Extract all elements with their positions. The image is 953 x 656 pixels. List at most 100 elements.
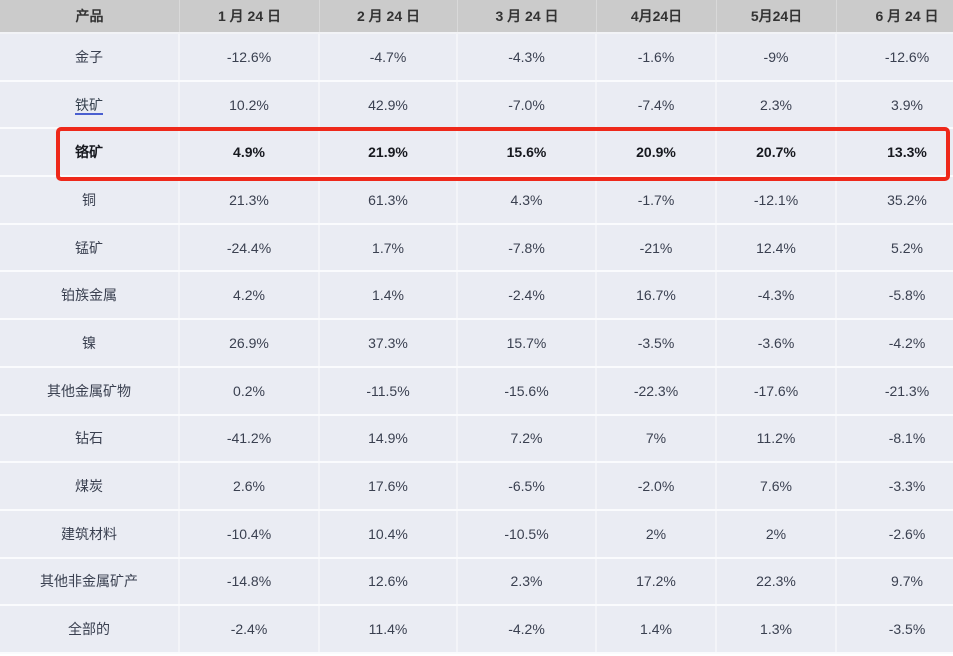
value-cell: 22.3%: [717, 558, 837, 605]
value-cell: 11.4%: [320, 606, 458, 652]
value-cell: 2.6%: [180, 463, 320, 509]
product-label: 镍: [82, 334, 96, 351]
value-cell: -4.2%: [888, 334, 926, 351]
value-cell: -4.3%: [458, 34, 597, 80]
product-label: 铬矿: [75, 144, 103, 161]
value-cell: -2.6%: [888, 525, 926, 542]
table-row: 锰矿 -24.4% 1.7% -7.8% -21% 12.4% 5.2%: [0, 224, 953, 273]
product-label: 全部的: [68, 621, 110, 638]
value-cell: 5.2%: [891, 239, 923, 256]
column-header: 6 月 24 日: [875, 8, 939, 24]
column-header: 产品: [0, 0, 180, 32]
value-cell: -3.5%: [597, 320, 717, 366]
value-cell: 10.2%: [180, 81, 320, 128]
value-cell: 20.9%: [597, 129, 717, 176]
value-cell: -15.6%: [458, 367, 597, 414]
value-cell: 21.3%: [180, 177, 320, 223]
value-cell: 1.4%: [320, 272, 458, 319]
value-cell: -3.6%: [717, 320, 837, 366]
value-cell: -1.7%: [597, 177, 717, 223]
value-cell: -11.5%: [320, 367, 458, 414]
table-row: 金子 -12.6% -4.7% -4.3% -1.6% -9% -12.6%: [0, 34, 953, 82]
column-header: 4月24日: [597, 0, 717, 32]
value-cell: -7.8%: [458, 224, 597, 271]
value-cell: 11.2%: [717, 415, 837, 462]
value-cell: -12.1%: [717, 177, 837, 223]
value-cell: 1.3%: [717, 606, 837, 652]
table-row: 镍 26.9% 37.3% 15.7% -3.5% -3.6% -4.2%: [0, 320, 953, 368]
value-cell: -1.6%: [597, 34, 717, 80]
value-cell: 4.3%: [458, 177, 597, 223]
value-cell: 1.7%: [320, 224, 458, 271]
value-cell: -4.2%: [458, 606, 597, 652]
product-cell: 铜: [0, 177, 180, 223]
product-label: 钻石: [75, 430, 103, 447]
value-cell: -12.6%: [180, 34, 320, 80]
value-cell: -2.4%: [458, 272, 597, 319]
product-label: 建筑材料: [61, 525, 117, 542]
product-label: 铂族金属: [61, 287, 117, 304]
table-row: 铂族金属 4.2% 1.4% -2.4% 16.7% -4.3% -5.8%: [0, 272, 953, 321]
value-cell: -2.4%: [180, 606, 320, 652]
column-header: 3 月 24 日: [458, 0, 597, 32]
value-cell: 17.2%: [597, 558, 717, 605]
value-cell: -3.3%: [888, 478, 926, 495]
value-cell: -22.3%: [597, 367, 717, 414]
product-label: 锰矿: [75, 239, 103, 256]
product-cell: 其他非金属矿产: [0, 558, 180, 605]
value-cell: 3.9%: [891, 96, 923, 113]
value-cell: -12.6%: [884, 48, 930, 65]
value-cell: 17.6%: [320, 463, 458, 509]
value-cell: 37.3%: [320, 320, 458, 366]
product-label: 其他非金属矿产: [40, 573, 138, 590]
product-cell: 铁矿: [0, 81, 180, 128]
product-label: 金子: [75, 48, 103, 65]
value-cell: 7%: [597, 415, 717, 462]
table-row: 其他非金属矿产 -14.8% 12.6% 2.3% 17.2% 22.3% 9.7%: [0, 558, 953, 607]
table-row: 铬矿 4.9% 21.9% 15.6% 20.9% 20.7% 13.3%: [0, 129, 953, 178]
value-cell: -7.0%: [458, 81, 597, 128]
value-cell: -4.7%: [320, 34, 458, 80]
value-cell: -41.2%: [180, 415, 320, 462]
product-cell: 其他金属矿物: [0, 367, 180, 414]
column-header: 1 月 24 日: [180, 0, 320, 32]
value-cell: 14.9%: [320, 415, 458, 462]
value-cell: 0.2%: [180, 367, 320, 414]
value-cell: 20.7%: [717, 129, 837, 176]
value-cell: 12.4%: [717, 224, 837, 271]
product-cell: 全部的: [0, 606, 180, 652]
value-cell: -24.4%: [180, 224, 320, 271]
table-row: 铜 21.3% 61.3% 4.3% -1.7% -12.1% 35.2%: [0, 177, 953, 225]
column-header: 5月24日: [717, 0, 837, 32]
product-cell: 铬矿: [0, 129, 180, 176]
value-cell: 2.3%: [458, 558, 597, 605]
product-cell: 钻石: [0, 415, 180, 462]
value-cell: 2%: [717, 510, 837, 557]
value-cell: 21.9%: [320, 129, 458, 176]
table-row: 其他金属矿物 0.2% -11.5% -15.6% -22.3% -17.6% -21.3%: [0, 367, 953, 416]
value-cell: -7.4%: [597, 81, 717, 128]
table-row: 铁矿 10.2% 42.9% -7.0% -7.4% 2.3% 3.9%: [0, 81, 953, 130]
product-cell: 锰矿: [0, 224, 180, 271]
value-cell: -14.8%: [180, 558, 320, 605]
value-cell: -3.5%: [888, 621, 926, 638]
table-row: 钻石 -41.2% 14.9% 7.2% 7% 11.2% -8.1%: [0, 415, 953, 464]
table-row: 煤炭 2.6% 17.6% -6.5% -2.0% 7.6% -3.3%: [0, 463, 953, 511]
value-cell: 4.2%: [180, 272, 320, 319]
value-cell: 26.9%: [180, 320, 320, 366]
product-link[interactable]: 铁矿: [75, 96, 103, 113]
product-cell: 镍: [0, 320, 180, 366]
product-cell: 煤炭: [0, 463, 180, 509]
product-cell: 金子: [0, 34, 180, 80]
value-cell: 2%: [597, 510, 717, 557]
value-cell: -4.3%: [717, 272, 837, 319]
value-cell: 12.6%: [320, 558, 458, 605]
product-label: 其他金属矿物: [47, 382, 131, 399]
value-cell: 16.7%: [597, 272, 717, 319]
value-cell: 10.4%: [320, 510, 458, 557]
value-cell: 35.2%: [887, 191, 927, 208]
value-cell: -2.0%: [597, 463, 717, 509]
value-cell: 15.6%: [458, 129, 597, 176]
